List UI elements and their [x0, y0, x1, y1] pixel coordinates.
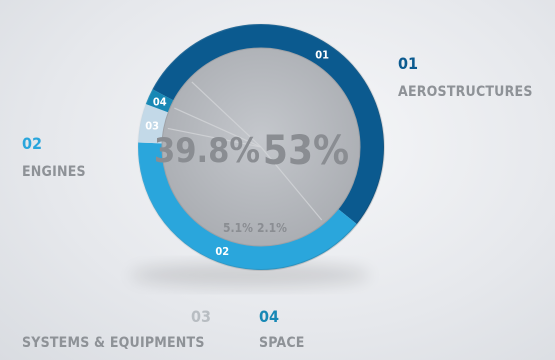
segment-number-02: 02 [215, 245, 229, 258]
value-label-04: 2.1% [257, 221, 287, 235]
legend-number-systems: 03 [191, 307, 212, 326]
legend-name-systems: SYSTEMS & EQUIPMENTS [22, 335, 205, 351]
legend-number-space: 04 [259, 307, 280, 326]
legend-name-engines: ENGINES [22, 164, 86, 180]
donut-ring-shading [137, 23, 385, 271]
legend-name-aerostructures: AEROSTRUCTURES [398, 84, 533, 100]
value-label-02: 39.8% [154, 131, 260, 171]
donut-segment-04 [145, 89, 174, 113]
donut-segment-01 [152, 24, 384, 225]
segment-number-03: 03 [145, 119, 159, 132]
leader-line-01 [191, 81, 262, 148]
segment-number-labels: 01 02 03 04 [145, 48, 329, 258]
donut-segments [137, 24, 384, 271]
donut-segment-03 [138, 104, 169, 144]
value-labels: 53%39.8% 5.1% 2.1% [154, 128, 349, 235]
value-label-03: 5.1% [223, 221, 253, 235]
donut-segment-02 [137, 142, 357, 271]
leader-line-04 [174, 107, 262, 148]
legend-name-space: SPACE [259, 335, 305, 351]
segment-number-01: 01 [315, 48, 329, 61]
leader-lines [167, 81, 323, 221]
value-label-01: 53% [263, 128, 349, 174]
legend-number-engines: 02 [22, 134, 43, 153]
legend-number-aerostructures: 01 [398, 54, 419, 73]
leader-line-03 [167, 127, 262, 148]
chart-shadow [130, 263, 370, 287]
leader-line-02 [260, 146, 323, 221]
segment-number-04: 04 [153, 95, 167, 108]
